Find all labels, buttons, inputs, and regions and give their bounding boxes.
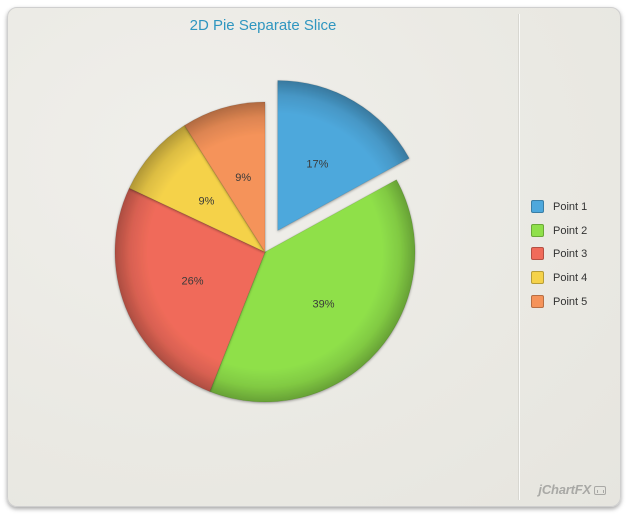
pie-slice-point-3[interactable] — [114, 187, 266, 392]
jchartfx-logo: jChartFX — [538, 482, 606, 497]
slice-label-point-2: 39% — [312, 299, 334, 311]
pie-slice-point-1[interactable] — [277, 80, 410, 232]
pie-slice-shade-point-4 — [129, 125, 265, 252]
chart-frame: 2D Pie Separate Slice 17% 39% 26% 9% 9% Poin… — [7, 7, 621, 507]
legend-swatch-point-5 — [531, 294, 544, 308]
slice-label-point-5: 9% — [235, 172, 251, 184]
pie-slice-point-4[interactable] — [128, 124, 267, 253]
legend-swatch-point-4 — [531, 271, 544, 285]
legend-label-point-2: Point 2 — [553, 224, 588, 237]
pie-slice-point-2[interactable] — [209, 179, 416, 403]
legend-swatch-point-1 — [531, 200, 544, 213]
legend-divider — [518, 14, 519, 500]
pie-slice-point-5[interactable] — [184, 101, 266, 254]
pie-slice-shade-point-5 — [184, 102, 265, 252]
pie-chart: 17% 39% 26% 9% 9% — [114, 80, 416, 403]
pie-slice-shade-point-1 — [277, 80, 410, 231]
legend-swatch-point-3 — [531, 247, 544, 261]
pie-slice-shade-point-3 — [115, 188, 266, 392]
legend-label-point-1: Point 1 — [553, 201, 588, 213]
legend-label-point-4: Point 4 — [553, 272, 588, 285]
legend-label-point-5: Point 5 — [553, 295, 588, 308]
chart-title: 2D Pie Separate Slice — [189, 17, 337, 34]
chart-icon — [594, 486, 606, 495]
legend-swatch-point-2 — [531, 223, 544, 237]
slice-label-point-4: 9% — [199, 195, 215, 207]
legend-label-point-3: Point 3 — [553, 248, 588, 261]
pie-slice-shade-point-2 — [209, 179, 416, 403]
logo-text: jChartFX — [538, 482, 591, 497]
slice-label-point-3: 26% — [181, 276, 203, 288]
slice-label-point-1: 17% — [306, 158, 328, 170]
